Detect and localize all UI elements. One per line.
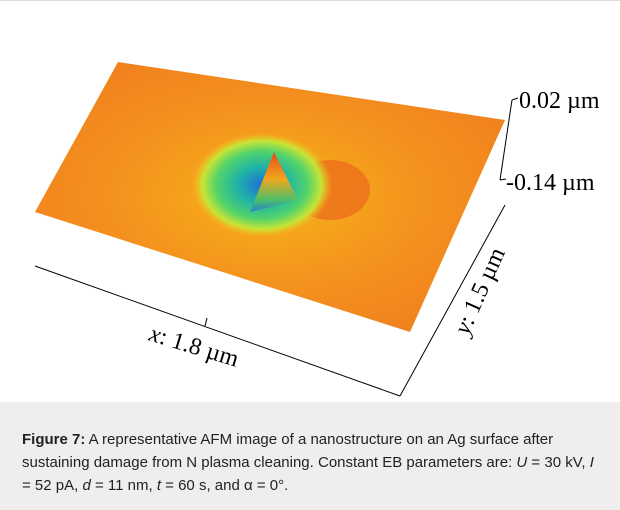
caption-var: d <box>82 477 90 494</box>
x-axis-label: x: 1.8 µm <box>145 321 242 373</box>
caption-var: U <box>516 454 527 471</box>
caption-label: Figure 7: <box>22 431 85 448</box>
x-text: : 1.8 µm <box>156 324 242 373</box>
caption-text: = 52 pA, <box>22 477 82 494</box>
caption-text: = 30 kV, <box>527 454 589 471</box>
afm-image: 0.02 µm -0.14 µm x: 1.8 µm y: 1.5 µm <box>0 0 620 400</box>
caption-text: = 60 s, and α = 0°. <box>161 477 288 494</box>
caption-text: A representative AFM image of a nanostru… <box>22 431 553 471</box>
x-tick <box>205 318 207 326</box>
z-tick <box>512 98 518 100</box>
z-axis <box>500 100 512 180</box>
z-bottom-label: -0.14 µm <box>506 170 595 196</box>
figure: 0.02 µm -0.14 µm x: 1.8 µm y: 1.5 µm Fig… <box>0 0 620 510</box>
caption: Figure 7: A representative AFM image of … <box>0 402 620 510</box>
y-axis-label: y: 1.5 µm <box>449 244 511 341</box>
y-text: : 1.5 µm <box>454 244 511 329</box>
caption-var: I <box>590 454 594 471</box>
z-top-label: 0.02 µm <box>519 88 600 114</box>
caption-text: = 11 nm, <box>91 477 157 494</box>
